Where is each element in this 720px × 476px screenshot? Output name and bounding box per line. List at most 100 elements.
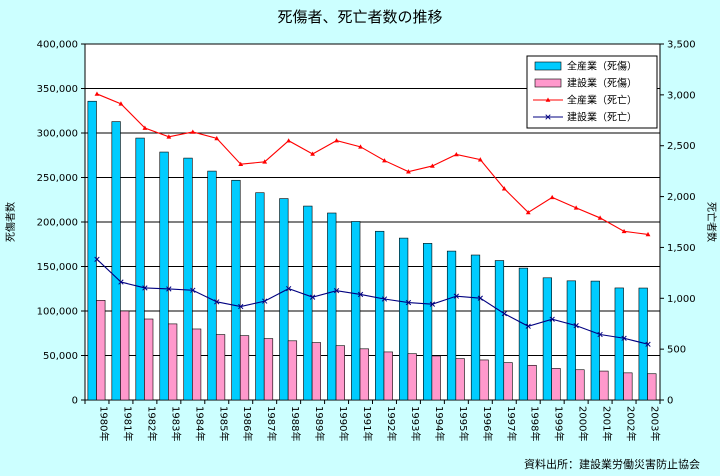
point (358, 144, 363, 149)
bar (503, 362, 513, 401)
bar (542, 277, 552, 401)
x-tick-label: 1985年 (217, 406, 230, 441)
bar (407, 353, 417, 401)
point-stroke (309, 294, 316, 300)
point-stroke (94, 256, 100, 262)
left-tick-label: 50,000 (43, 351, 78, 362)
x-tick-label: 1982年 (145, 406, 158, 441)
point (166, 286, 172, 292)
point-stroke (238, 303, 244, 310)
point-stroke (405, 299, 412, 306)
x-tick-label: 1987年 (265, 406, 278, 441)
point-stroke (621, 335, 627, 341)
left-tick-label: 100,000 (37, 307, 78, 318)
point-stroke (549, 316, 555, 322)
legend-marker (545, 114, 551, 120)
bar (255, 192, 265, 401)
x-tick-label: 1980年 (97, 406, 110, 441)
point (166, 134, 172, 139)
point-stroke (501, 310, 507, 317)
bar (422, 243, 433, 401)
x-tick-label: 1983年 (169, 406, 182, 441)
series-line (96, 93, 649, 235)
bar (446, 250, 457, 401)
legend-marker (545, 97, 551, 102)
x-tick-label: 1993年 (409, 406, 422, 441)
bar (120, 310, 130, 401)
lines (94, 91, 651, 347)
gridlines (85, 88, 660, 356)
bar (168, 323, 178, 401)
right-tick-label: 2,500 (667, 141, 696, 152)
x-tick-label: 1992年 (385, 406, 398, 441)
x-tick-labels: 1980年 1981年 1982年 1983年 1984年 1985年 1986年 1987年… (97, 406, 661, 441)
point-stroke (357, 291, 364, 298)
point (621, 335, 627, 341)
bar (287, 340, 298, 401)
legend: 全産業（死傷） 建設業（死傷） 全産業（死亡） 建設業（死亡） (526, 55, 658, 129)
point-stroke (525, 323, 531, 329)
left-tick-label: 250,000 (37, 173, 78, 184)
point (214, 135, 220, 141)
bar (263, 338, 274, 401)
right-tick-label: 1,500 (667, 243, 696, 254)
right-tick-label: 0 (667, 396, 673, 407)
point (382, 158, 387, 163)
point-stroke (597, 331, 603, 338)
bars (87, 100, 657, 401)
bar (518, 267, 529, 401)
right-tick-label: 3,500 (667, 40, 696, 51)
bar (590, 280, 600, 401)
right-tick-label: 2,000 (667, 192, 696, 203)
x-tick-label: 2001年 (601, 406, 614, 441)
point (645, 231, 651, 237)
bar (87, 100, 97, 401)
legend-label: 全産業（死亡） (567, 94, 637, 107)
point (645, 341, 651, 347)
point-stroke (477, 295, 483, 301)
point-stroke (285, 285, 292, 292)
bar (479, 359, 489, 401)
bar (311, 342, 322, 401)
point-stroke (381, 296, 388, 302)
bar (279, 198, 289, 401)
point (453, 293, 460, 299)
point (477, 295, 483, 301)
point (286, 138, 292, 143)
point (477, 157, 483, 162)
bar (647, 373, 657, 401)
chart-title: 死傷者、死亡者数の推移 (277, 8, 442, 26)
series-line (96, 258, 649, 345)
x-tick-label: 1996年 (481, 406, 494, 441)
legend-swatch (534, 78, 562, 88)
bar (455, 358, 465, 401)
point-stroke (166, 286, 172, 292)
bar (399, 237, 409, 401)
point-stroke (118, 279, 124, 285)
point (501, 310, 507, 317)
axes (81, 43, 664, 404)
bar (375, 230, 385, 401)
x-tick-label: 1988年 (289, 406, 302, 441)
bar (527, 364, 537, 401)
bar (470, 254, 481, 401)
point-stroke (333, 288, 340, 294)
point (214, 299, 220, 305)
left-tick-label: 300,000 (37, 129, 78, 140)
left-tick-label: 0 (72, 396, 78, 407)
bar (215, 334, 226, 401)
point (453, 151, 459, 157)
point (573, 322, 579, 329)
point (285, 285, 292, 292)
left-tick-label: 200,000 (37, 218, 78, 229)
bar (351, 221, 361, 401)
x-tick-label: 1994年 (433, 406, 446, 441)
point (501, 186, 507, 191)
bar (159, 151, 169, 401)
bar (359, 348, 369, 401)
point (597, 331, 603, 338)
point-stroke (429, 301, 436, 307)
point (357, 291, 364, 298)
point (118, 279, 124, 285)
